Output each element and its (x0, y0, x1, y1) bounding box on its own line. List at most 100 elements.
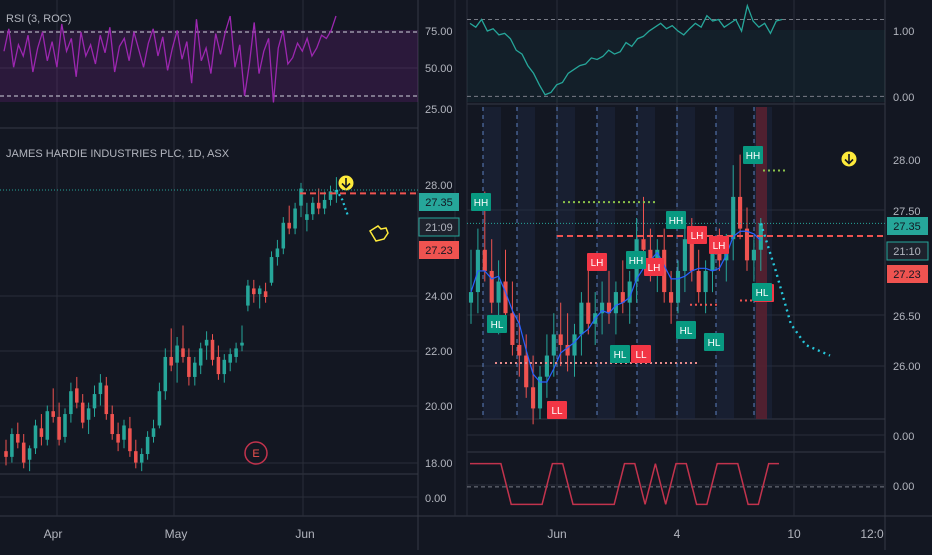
left-x-jun: Jun (295, 527, 314, 541)
right-candle-19 (600, 302, 605, 314)
swing-label-box-1 (487, 315, 507, 333)
right-candle-41 (751, 249, 756, 261)
left-candle-36 (216, 356, 221, 375)
swing-label-9: LH (691, 231, 704, 242)
left-candle-17 (104, 385, 109, 415)
swing-label-box-6 (587, 253, 607, 271)
left-prev-price-badge: 27.23 (425, 245, 453, 257)
right-candle-12 (551, 334, 556, 356)
right-countdown-badge: 21:10 (893, 246, 921, 258)
left-candle-16 (98, 382, 103, 395)
left-countdown-badge: 21:09 (425, 222, 453, 234)
left-forecast-line (335, 189, 350, 218)
left-candle-6 (39, 428, 44, 437)
right-price-pane[interactable] (756, 107, 857, 419)
left-candle-30 (181, 348, 185, 357)
left-candle-32 (193, 362, 197, 377)
right-candle-36 (717, 249, 722, 261)
swing-label-box-10 (709, 236, 729, 254)
left-candle-9 (57, 416, 61, 440)
swing-label-box-14 (743, 146, 763, 164)
swing-label-6: LH (591, 258, 604, 269)
right-oscillator-pane[interactable] (467, 30, 885, 102)
left-candle-37 (222, 359, 227, 375)
left-candle-49 (293, 208, 297, 229)
swing-label-box-11 (676, 321, 696, 339)
swing-label-box-5 (666, 211, 686, 229)
earnings-icon[interactable] (244, 441, 268, 465)
left-lower-tick-0: 0.00 (425, 493, 446, 505)
left-candle-11 (69, 391, 73, 415)
right-prev-price-badge: 27.23 (893, 269, 921, 281)
left-candle-45 (269, 257, 274, 283)
swing-label-box-15 (752, 283, 772, 301)
left-price-tick-20: 20.00 (425, 401, 453, 413)
right-price-tick-26: 26.00 (893, 361, 921, 373)
left-rsi-tick-75: 75.00 (425, 26, 453, 38)
swing-label-box-7 (644, 258, 664, 276)
swing-label-2: LL (551, 406, 563, 417)
right-candle-14 (565, 344, 570, 356)
osc-series-line (469, 3, 783, 96)
right-candle-11 (544, 355, 549, 377)
left-candle-21 (128, 428, 132, 452)
left-candle-23 (139, 454, 144, 463)
right-candle-28 (662, 249, 667, 293)
left-rsi-tick-25: 25.00 (425, 104, 453, 116)
left-price-tick-24: 24.00 (425, 291, 453, 303)
highlight-band (756, 107, 767, 419)
rsi-indicator-label: RSI (3, ROC) (6, 13, 71, 25)
right-candle-34 (703, 270, 708, 293)
left-candle-28 (169, 356, 173, 366)
left-price-pane[interactable]: JAMES HARDIE INDUSTRIES PLC, 1D, ASX E (6, 148, 389, 465)
swing-label-5: HH (669, 216, 683, 227)
left-last-price-badge: 27.35 (425, 197, 453, 209)
swing-label-box-4 (631, 345, 651, 363)
left-candle-38 (228, 354, 232, 363)
left-candle-27 (163, 356, 168, 392)
right-candle-30 (675, 270, 681, 303)
left-price-tick-22: 22.00 (425, 346, 453, 358)
right-candle-35 (710, 249, 715, 271)
right-candle-5 (503, 281, 508, 314)
right-candle-25 (641, 239, 646, 250)
right-candle-40 (744, 228, 750, 261)
left-candle-47 (281, 222, 286, 249)
left-candle-35 (210, 339, 215, 360)
left-candle-22 (134, 451, 138, 463)
left-candle-34 (204, 339, 209, 346)
left-candle-24 (145, 436, 150, 455)
right-x-4: 4 (674, 527, 681, 541)
oscillator-band (467, 30, 885, 102)
session-shade-1 (517, 107, 535, 419)
left-x-apr: Apr (44, 527, 63, 541)
swing-label-15: HL (756, 288, 769, 299)
left-candle-29 (175, 345, 179, 363)
left-candle-39 (234, 348, 238, 357)
right-candle-21 (613, 292, 618, 314)
left-candle-1 (10, 434, 14, 457)
right-candle-9 (531, 387, 536, 409)
swing-label-12: HL (708, 338, 721, 349)
swing-label-8: HH (629, 256, 643, 267)
left-candle-4 (27, 448, 32, 460)
left-candle-53 (316, 202, 321, 209)
right-candle-8 (524, 355, 529, 388)
right-candle-23 (627, 281, 632, 303)
swing-label-box-8 (626, 251, 646, 269)
session-shade-7 (754, 107, 772, 419)
left-candle-19 (116, 434, 120, 443)
swing-label-10: LH (713, 241, 726, 252)
left-candle-56 (334, 189, 339, 195)
left-candle-3 (21, 442, 26, 463)
rsi-series-line (3, 15, 337, 103)
swing-label-box-9 (687, 226, 707, 244)
left-candle-42 (252, 288, 256, 295)
left-candle-18 (110, 414, 114, 435)
left-x-may: May (165, 527, 188, 541)
left-candle-12 (75, 388, 79, 403)
left-candle-20 (122, 425, 126, 440)
